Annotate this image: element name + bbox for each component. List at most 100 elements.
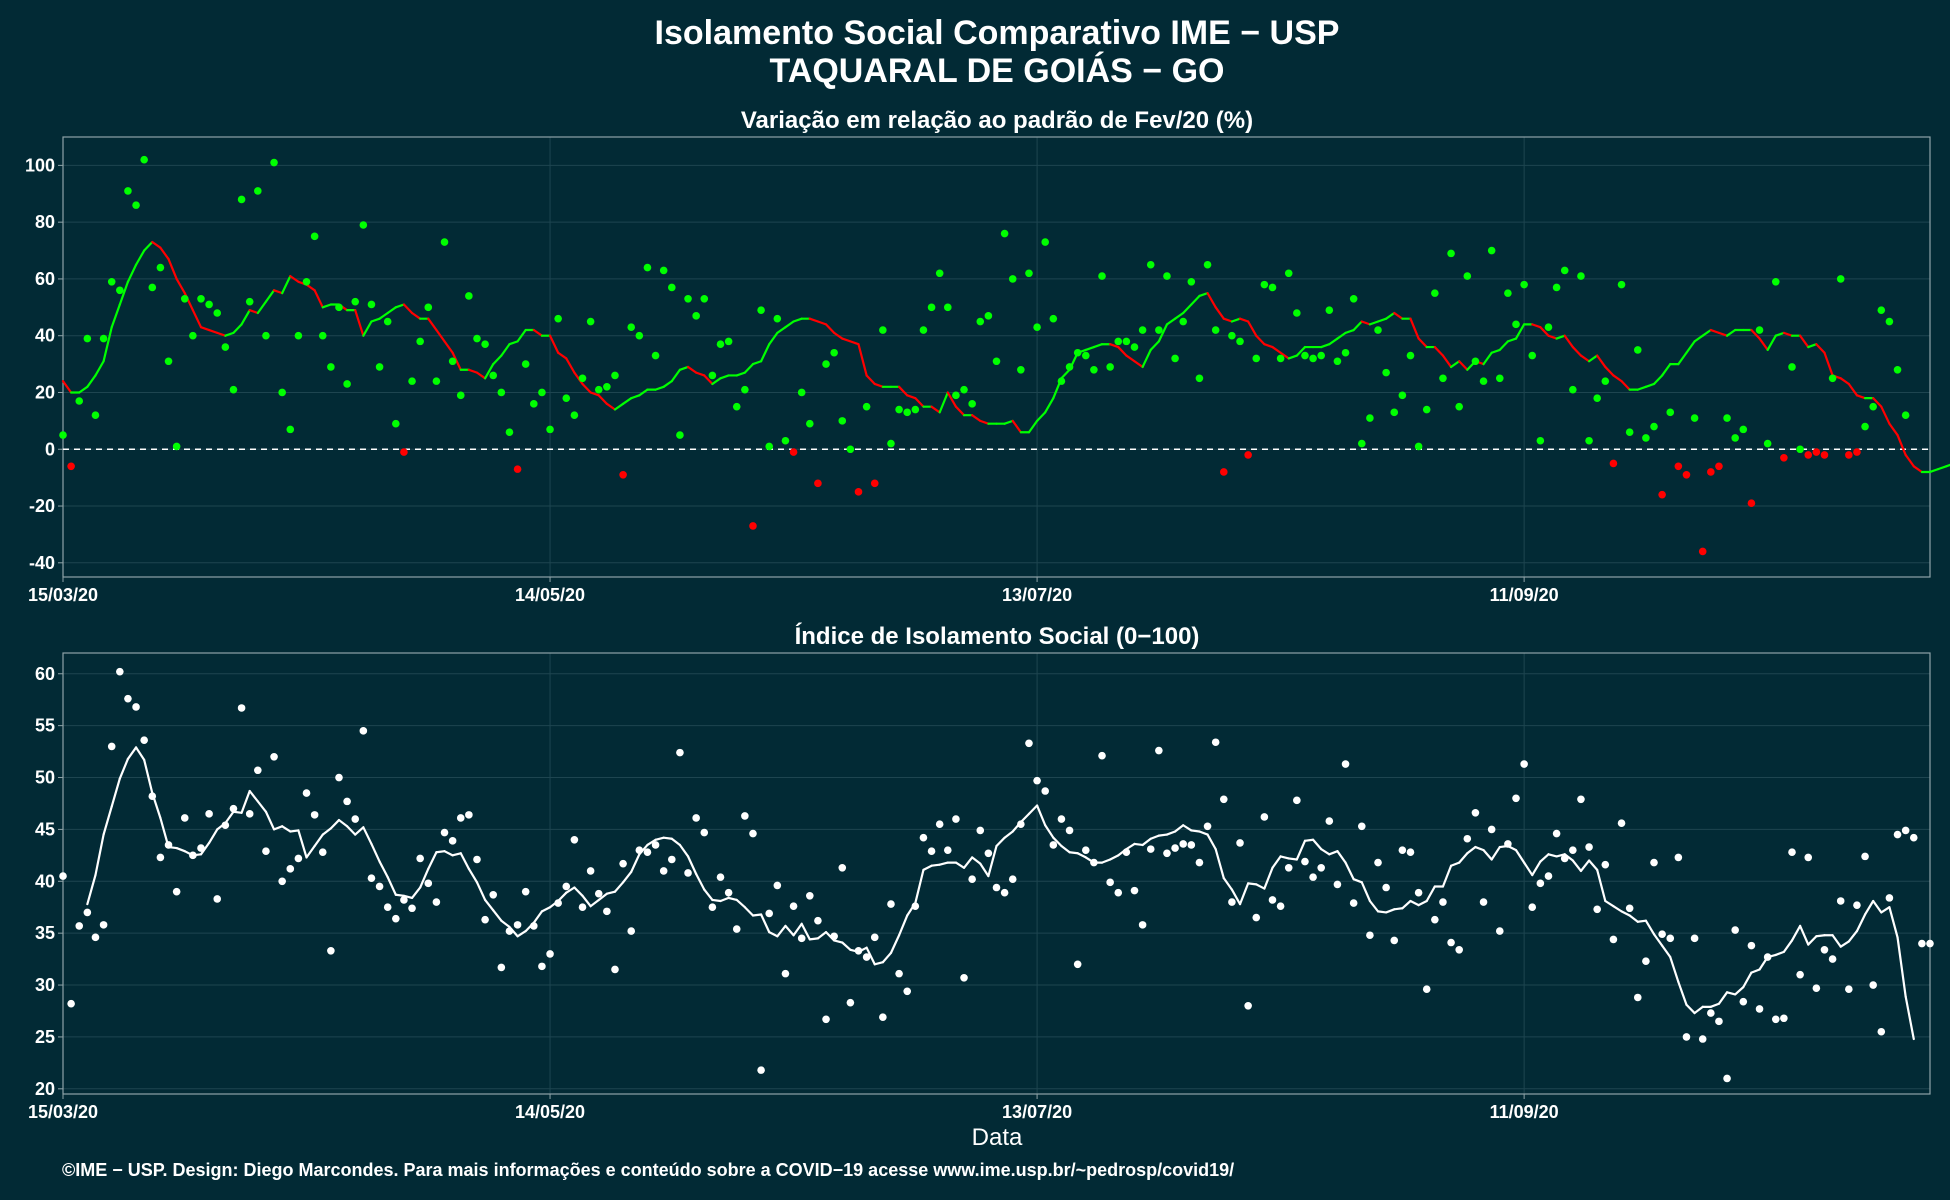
- data-point: [1869, 981, 1877, 989]
- y-tick-label: 20: [35, 382, 55, 402]
- y-tick-label: 80: [35, 212, 55, 232]
- moving-average-segment: [272, 825, 284, 831]
- moving-average-segment: [1490, 845, 1501, 861]
- data-point: [554, 314, 562, 323]
- moving-average-segment: [946, 391, 958, 408]
- data-point: [1877, 306, 1886, 314]
- moving-average-segment: [1027, 804, 1039, 815]
- data-point: [992, 357, 1001, 366]
- data-point: [943, 846, 952, 854]
- moving-average-segment: [630, 853, 641, 874]
- data-point: [1471, 808, 1480, 817]
- moving-average-segment: [1149, 834, 1160, 840]
- data-point: [952, 391, 960, 400]
- moving-average-segment: [1661, 944, 1672, 959]
- moving-average-segment: [500, 919, 511, 929]
- moving-average-segment: [1563, 334, 1574, 349]
- data-point: [1211, 738, 1220, 747]
- data-point: [172, 887, 181, 896]
- data-point: [1536, 436, 1545, 445]
- data-point: [221, 343, 230, 351]
- moving-average-segment: [816, 320, 828, 326]
- data-point: [822, 360, 830, 368]
- data-point: [676, 748, 684, 757]
- data-point: [1828, 955, 1837, 963]
- moving-average-segment: [1035, 411, 1047, 422]
- data-point: [1033, 776, 1041, 785]
- moving-average-segment: [1872, 397, 1883, 408]
- data-point: [148, 283, 157, 292]
- data-point: [1463, 272, 1472, 280]
- data-point: [1374, 858, 1382, 867]
- moving-average-segment: [1855, 394, 1867, 400]
- y-tick-label: 0: [45, 439, 55, 459]
- moving-average-segment: [1255, 883, 1266, 890]
- moving-average-segment: [881, 951, 893, 964]
- moving-average-segment: [816, 931, 828, 940]
- y-tick-label: 100: [25, 155, 55, 175]
- data-point: [164, 841, 173, 849]
- moving-average-segment: [654, 836, 665, 841]
- data-point: [1244, 451, 1252, 459]
- moving-average-segment: [1555, 853, 1566, 858]
- moving-average-segment: [540, 906, 552, 913]
- moving-average-segment: [467, 867, 479, 884]
- data-point: [765, 442, 774, 451]
- data-point: [440, 238, 449, 246]
- moving-average-segment: [1774, 331, 1785, 337]
- data-point: [1747, 499, 1756, 507]
- moving-average-segment: [1717, 331, 1729, 337]
- data-point: [887, 900, 895, 908]
- data-point: [578, 374, 587, 383]
- moving-average-segment: [1214, 848, 1225, 880]
- moving-average-segment: [289, 274, 300, 283]
- data-point: [1682, 471, 1691, 479]
- data-point: [1146, 845, 1155, 853]
- data-point: [1219, 468, 1228, 476]
- moving-average-segment: [1173, 311, 1185, 320]
- moving-average-segment: [979, 419, 990, 425]
- moving-average-segment: [337, 818, 349, 828]
- data-point: [643, 848, 652, 857]
- moving-average-segment: [1604, 365, 1615, 377]
- moving-average-segment: [264, 289, 276, 303]
- moving-average-segment: [743, 362, 755, 374]
- data-point: [286, 865, 295, 873]
- moving-average-segment: [1734, 986, 1745, 996]
- moving-average-segment: [1799, 924, 1810, 946]
- data-point: [1017, 365, 1025, 374]
- moving-average-segment: [1417, 899, 1428, 907]
- data-point: [408, 377, 416, 385]
- moving-average-segment: [305, 283, 316, 292]
- data-point: [1455, 402, 1463, 411]
- data-point: [659, 867, 668, 875]
- moving-average-segment: [1458, 852, 1469, 864]
- moving-average-segment: [686, 365, 698, 374]
- data-point: [1569, 846, 1577, 854]
- data-point: [116, 286, 124, 295]
- data-point: [473, 334, 481, 343]
- data-point: [1901, 826, 1910, 835]
- moving-average-segment: [1320, 343, 1331, 349]
- x-axis-label: Data: [972, 1124, 1023, 1151]
- data-point: [1357, 439, 1366, 448]
- data-point: [1674, 853, 1683, 862]
- data-point: [659, 266, 668, 275]
- data-point: [627, 927, 636, 935]
- data-point: [594, 385, 603, 394]
- data-point: [781, 436, 790, 445]
- data-point: [1065, 826, 1074, 835]
- moving-average-segment: [759, 343, 771, 363]
- data-point: [1008, 875, 1017, 884]
- moving-average-segment: [638, 388, 649, 397]
- moving-average-segment: [711, 377, 722, 386]
- data-point: [1057, 377, 1066, 385]
- data-point: [1585, 436, 1593, 445]
- data-point: [1317, 351, 1325, 360]
- moving-average-segment: [1125, 842, 1136, 851]
- moving-average-segment: [1717, 991, 1729, 1005]
- data-point: [773, 881, 782, 890]
- moving-average-segment: [1368, 899, 1380, 913]
- data-point: [1853, 901, 1861, 909]
- moving-average-segment: [1945, 463, 1950, 468]
